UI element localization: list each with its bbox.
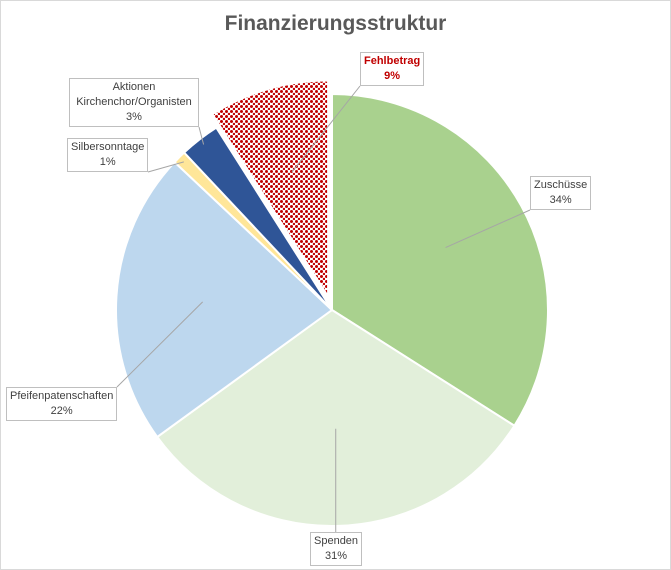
label-percent: 31% [325, 550, 348, 562]
leader-line-aktionen [198, 126, 205, 145]
label-pfeifenpatenschaften: Pfeifenpatenschaften 22% [6, 387, 118, 421]
label-percent: 1% [99, 156, 116, 168]
label-fehlbetrag: Fehlbetrag 9% [360, 52, 425, 86]
label-name: Spenden [314, 535, 359, 547]
label-name: Zuschüsse [534, 179, 588, 191]
label-name: Fehlbetrag [364, 55, 421, 67]
label-name: Pfeifenpatenschaften [10, 390, 114, 402]
label-aktionen: Aktionen Kirchenchor/Organisten 3% [69, 78, 199, 127]
label-zuschuesse: Zuschüsse 34% [530, 176, 592, 210]
leader-line-fehlbetrag [291, 85, 361, 173]
label-spenden: Spenden 31% [310, 532, 363, 566]
label-percent: 3% [126, 111, 142, 123]
label-name: Silbersonntage [71, 141, 145, 153]
slice-spenden [155, 308, 516, 527]
label-name: Aktionen Kirchenchor/Organisten [76, 81, 192, 108]
leader-line-pfeifenpatenschaften [116, 301, 204, 388]
label-percent: 34% [549, 194, 572, 206]
leader-line-zuschuesse [445, 209, 531, 249]
chart-title: Finanzierungsstruktur [224, 12, 447, 35]
slice-zuschuesse [331, 92, 549, 428]
slice-pfeifenpatenschaften [115, 160, 334, 439]
slice-fehlbetrag [210, 79, 330, 300]
label-silbersonntage: Silbersonntage 1% [67, 138, 149, 172]
slice-aktionen [182, 126, 333, 311]
leader-line-silbersonntage [147, 161, 184, 173]
label-percent: 22% [50, 405, 73, 417]
label-percent: 9% [384, 70, 401, 82]
